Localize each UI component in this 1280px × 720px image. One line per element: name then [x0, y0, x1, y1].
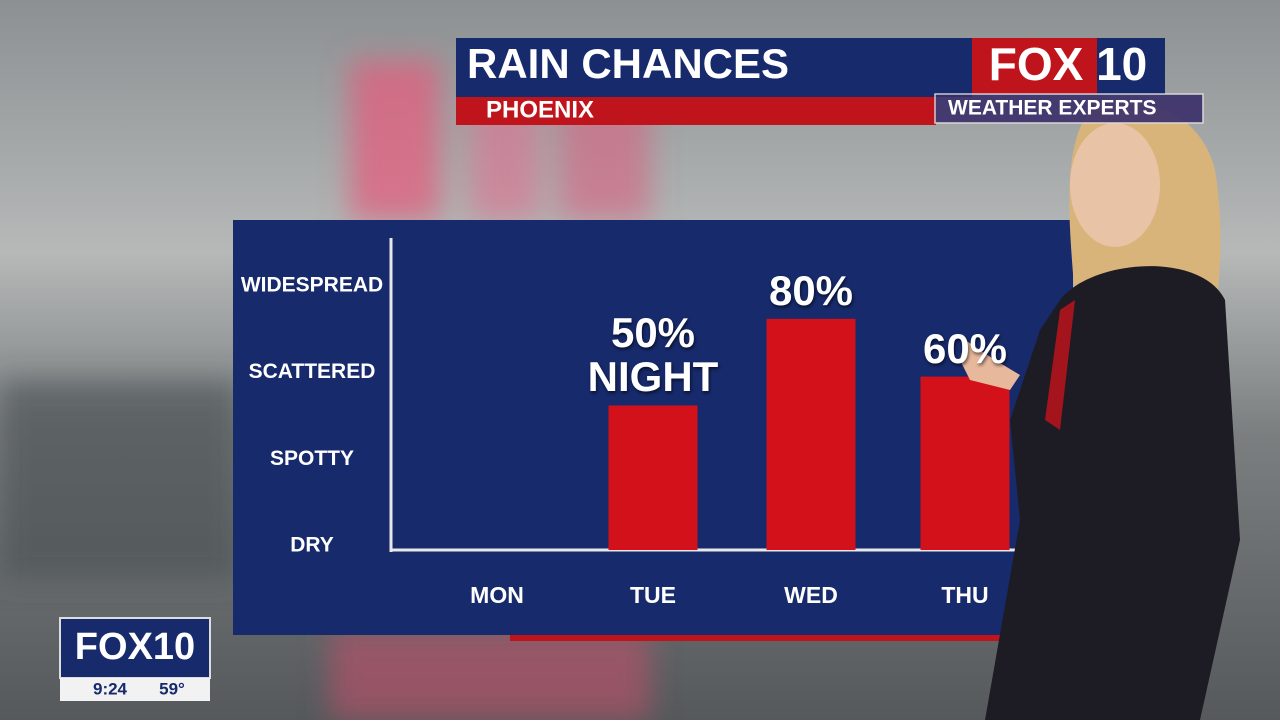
value-label: 50% NIGHT — [587, 309, 719, 401]
bars — [608, 318, 1010, 550]
time: 9:24 — [93, 679, 128, 698]
temperature: 59° — [159, 679, 185, 698]
chart-title: RAIN CHANCES — [467, 40, 789, 87]
logo-box-number — [1097, 38, 1165, 94]
y-tick-label: WIDESPREAD — [241, 273, 383, 296]
x-tick-label: THU — [941, 582, 988, 608]
value-label: 60% — [922, 324, 1008, 372]
bug-logo: FOX10 — [75, 626, 195, 668]
value-label: 80% — [768, 266, 854, 314]
bar — [766, 318, 856, 550]
logo: FOX 10 — [989, 38, 1148, 90]
bar — [608, 405, 698, 550]
chart-subtitle: PHOENIX — [486, 96, 594, 123]
y-tick-label: SPOTTY — [270, 447, 354, 470]
title-bar — [456, 38, 972, 97]
y-tick-label: SCATTERED — [249, 360, 376, 383]
x-tick-label: MON — [470, 582, 524, 608]
bug-strip — [60, 678, 210, 701]
subtitle-bar — [456, 97, 936, 125]
x-tick-label: TUE — [630, 582, 676, 608]
presenter — [960, 102, 1240, 720]
bug-box — [59, 617, 211, 679]
logo-tagline: WEATHER EXPERTS — [948, 97, 1156, 120]
tagline-box — [934, 93, 1204, 124]
bar — [920, 376, 1010, 550]
x-tick-label: WED — [784, 582, 838, 608]
panel-stripe — [510, 635, 1000, 641]
y-tick-label: DRY — [290, 534, 334, 557]
